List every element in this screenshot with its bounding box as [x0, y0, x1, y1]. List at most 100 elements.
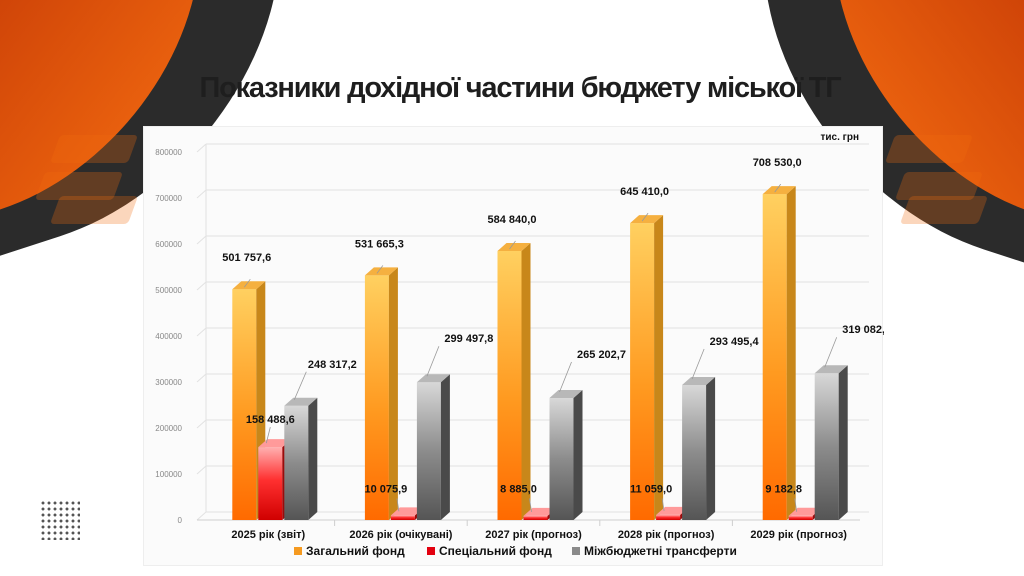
data-label: 9 182,8: [765, 483, 802, 495]
legend-label: Спеціальний фонд: [439, 544, 552, 558]
bar-top: [549, 390, 583, 399]
bar-general-fund: [364, 275, 389, 520]
bar-top: [630, 215, 664, 224]
x-category-label: 2025 рік (звіт): [231, 529, 305, 541]
legend-swatch: [427, 547, 435, 555]
bar-top: [390, 507, 424, 516]
data-label-leader: [641, 212, 649, 222]
data-label-leader: [794, 498, 798, 512]
data-label-leader: [529, 498, 532, 512]
bar-special-fund: [523, 515, 548, 520]
data-label: 10 075,9: [364, 483, 407, 495]
unit-label: тис. грн: [821, 132, 859, 143]
data-label-leader: [243, 278, 251, 288]
gridline-depth: [196, 281, 207, 291]
bar-special-fund: [258, 447, 283, 520]
bar-side: [654, 215, 664, 520]
data-label: 645 410,0: [620, 186, 669, 198]
bar-top: [416, 374, 450, 383]
bar-side: [573, 390, 583, 520]
bar-top: [523, 507, 557, 516]
data-label-leader: [661, 498, 665, 511]
data-label-leader: [691, 348, 705, 380]
bar-special-fund: [788, 515, 813, 520]
gridline-depth: [196, 235, 207, 245]
data-label-leader: [265, 426, 271, 444]
gridline-depth: [196, 373, 207, 383]
data-label: 293 495,4: [710, 336, 760, 348]
y-tick-label: 600000: [155, 240, 182, 249]
bar-top: [762, 186, 796, 195]
bar-transfers: [416, 382, 441, 520]
bar-top: [497, 242, 531, 251]
data-label-leader: [426, 346, 440, 377]
x-category-label: 2027 рік (прогноз): [485, 529, 582, 541]
legend-label: Загальний фонд: [306, 544, 405, 558]
bar-general-fund: [630, 223, 655, 520]
bar-transfers: [814, 373, 839, 520]
bar-side: [388, 267, 398, 520]
x-category-label: 2026 рік (очікувані): [349, 529, 452, 541]
y-tick-label: 300000: [155, 378, 182, 387]
data-label: 319 082,3: [842, 324, 884, 336]
data-label: 299 497,8: [444, 333, 493, 345]
y-tick-label: 100000: [155, 470, 182, 479]
bar-side: [440, 374, 450, 520]
data-label-leader: [509, 240, 516, 250]
gridline-depth: [196, 465, 207, 475]
gridline-depth: [196, 143, 207, 153]
data-label-leader: [824, 337, 838, 368]
bar-side: [521, 242, 531, 520]
bar-special-fund: [656, 514, 681, 520]
bar-top: [284, 397, 318, 406]
bar-general-fund: [497, 250, 522, 520]
bar-top: [814, 365, 848, 374]
data-label: 708 530,0: [753, 157, 802, 169]
dot-grid-decoration: [40, 500, 80, 540]
bar-side: [706, 376, 716, 520]
bar-general-fund: [762, 194, 787, 520]
y-tick-label: 400000: [155, 332, 182, 341]
gridline-depth: [196, 511, 207, 521]
x-category-label: 2028 рік (прогноз): [618, 529, 715, 541]
data-label: 501 757,6: [222, 252, 271, 264]
data-label-leader: [293, 371, 307, 400]
bar-transfers: [682, 384, 707, 520]
data-label: 248 317,2: [308, 359, 357, 371]
chart-panel: 0 100000 200000 300000 400000 500000 600000 700…: [143, 126, 884, 566]
page-title: Показники дохідної частини бюджету міськ…: [199, 72, 841, 104]
bar-transfers: [549, 398, 574, 520]
gridline-depth: [196, 327, 207, 337]
data-label-leader: [376, 265, 384, 274]
y-tick-label: 800000: [155, 148, 182, 157]
data-label: 531 665,3: [355, 238, 404, 250]
gridline-depth: [196, 189, 207, 199]
bar-top: [656, 506, 690, 515]
y-tick-label: 500000: [155, 286, 182, 295]
data-label: 265 202,7: [577, 349, 626, 361]
bar-side: [786, 186, 796, 520]
data-label: 584 840,0: [488, 214, 537, 226]
data-label: 8 885,0: [500, 483, 537, 495]
data-label-leader: [396, 498, 400, 512]
bar-special-fund: [390, 515, 415, 520]
bar-transfers: [284, 405, 309, 520]
bar-top: [788, 507, 822, 516]
bar-chart: 0 100000 200000 300000 400000 500000 600000 700…: [155, 132, 884, 558]
bar-general-fund: [232, 289, 257, 520]
x-category-label: 2029 рік (прогноз): [750, 529, 847, 541]
data-label-leader: [559, 361, 572, 393]
legend-label: Міжбюджетні трансферти: [584, 544, 737, 558]
data-label: 11 059,0: [630, 483, 672, 495]
data-label: 158 488,6: [246, 414, 295, 426]
bar-top: [682, 376, 716, 385]
y-tick-label: 0: [178, 516, 183, 525]
data-label-leader: [774, 183, 782, 193]
y-tick-label: 200000: [155, 424, 182, 433]
bar-side: [308, 397, 318, 520]
bar-top: [364, 267, 398, 276]
legend-swatch: [294, 547, 302, 555]
bar-top: [232, 281, 266, 290]
y-tick-label: 700000: [155, 194, 182, 203]
bar-side: [838, 365, 848, 520]
